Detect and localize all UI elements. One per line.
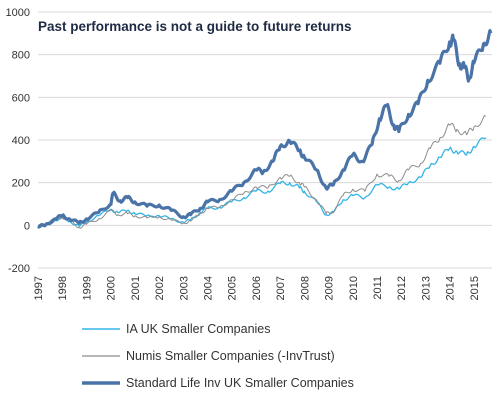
- y-tick-label: 800: [12, 50, 30, 62]
- x-tick-label: 2006: [251, 276, 263, 300]
- x-tick-label: 2011: [372, 276, 384, 300]
- y-tick-label: -200: [8, 263, 30, 275]
- x-tick-label: 1997: [33, 276, 45, 300]
- legend-label-standard-life: Standard Life Inv UK Smaller Companies: [126, 375, 354, 390]
- legend-swatch-standard-life: [82, 380, 120, 385]
- legend-swatch-numis: [82, 354, 120, 357]
- x-tick-label: 2015: [469, 276, 481, 300]
- y-axis: -200 0 200 400 600 800 1000: [6, 7, 30, 275]
- y-tick-label: 400: [12, 135, 30, 147]
- x-tick-label: 2004: [202, 276, 214, 300]
- series-line-ia: [37, 137, 487, 229]
- y-tick-label: 0: [24, 220, 30, 232]
- x-tick-label: 1999: [81, 276, 93, 300]
- x-tick-label: 2003: [178, 276, 190, 300]
- y-tick-label: 200: [12, 178, 30, 190]
- x-tick-label: 2009: [324, 276, 336, 300]
- y-tick-label: 1000: [6, 7, 30, 19]
- legend: IA UK Smaller Companies Numis Smaller Co…: [82, 318, 482, 399]
- x-axis: 1997 1998 1999 2000 2001 2002 2003 2004 2005 2006…: [33, 276, 481, 300]
- x-tick-label: 2014: [445, 276, 457, 300]
- x-tick-label: 2012: [396, 276, 408, 300]
- x-tick-label: 2007: [275, 276, 287, 300]
- x-tick-label: 2001: [130, 276, 142, 300]
- series-line-standard-life: [37, 29, 493, 229]
- x-tick-label: 2005: [227, 276, 239, 300]
- x-tick-label: 2008: [299, 276, 311, 300]
- x-tick-label: 2002: [154, 276, 166, 300]
- legend-label-ia: IA UK Smaller Companies: [126, 321, 271, 336]
- x-tick-label: 2013: [420, 276, 432, 300]
- chart-title: Past performance is not a guide to futur…: [38, 19, 352, 34]
- grid: [38, 11, 492, 269]
- series-lines: [37, 29, 493, 229]
- legend-label-numis: Numis Smaller Companies (-InvTrust): [126, 348, 335, 363]
- x-tick-label: 2000: [106, 276, 118, 300]
- legend-item-ia: IA UK Smaller Companies: [82, 318, 482, 339]
- series-line-numis: [37, 115, 487, 229]
- legend-item-numis: Numis Smaller Companies (-InvTrust): [82, 345, 482, 366]
- legend-swatch-ia: [82, 327, 120, 330]
- legend-item-standard-life: Standard Life Inv UK Smaller Companies: [82, 372, 482, 393]
- x-tick-label: 2010: [348, 276, 360, 300]
- x-tick-label: 1998: [57, 276, 69, 300]
- y-tick-label: 600: [12, 92, 30, 104]
